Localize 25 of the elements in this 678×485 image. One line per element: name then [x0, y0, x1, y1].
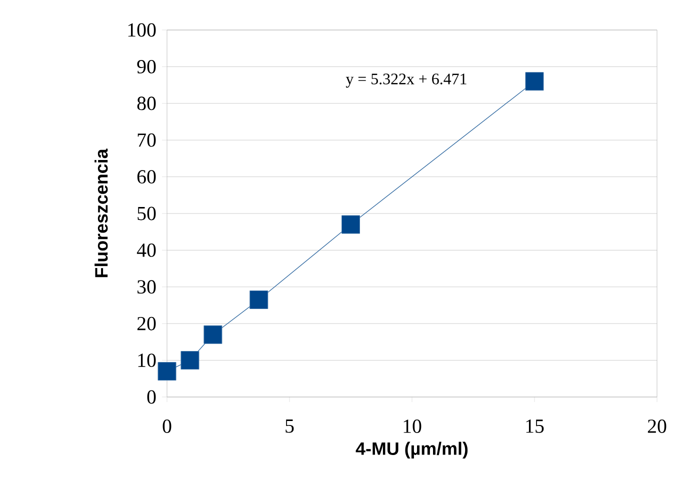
point	[180, 351, 200, 370]
y-tick-label: 40	[136, 243, 156, 257]
point	[342, 215, 360, 234]
y-tick-label: 60	[137, 170, 156, 184]
point	[158, 362, 176, 381]
y-tick-label: 80	[137, 96, 156, 110]
y-axis-title: Fluoreszcencia	[94, 148, 108, 278]
y-tick-label: 10	[138, 354, 156, 368]
x-axis-title: 4-MU (µm/ml)	[356, 442, 468, 459]
x-tick-label: 20	[648, 420, 666, 433]
y-tick-label: 30	[138, 280, 156, 294]
point	[525, 72, 544, 91]
x-tick-label: 10	[404, 420, 422, 433]
y-tick-label: 100	[128, 23, 156, 37]
y-tick-label: 50	[138, 206, 156, 220]
x-tick-label: 0	[162, 420, 172, 433]
point	[250, 290, 268, 309]
x-tick-label: 5	[286, 420, 294, 433]
y-tick-label: 70	[138, 133, 156, 147]
x-tick-label: 15	[526, 420, 544, 433]
y-tick-label: 0	[147, 390, 156, 404]
y-tick-label: 90	[137, 60, 156, 74]
y-tick-label: 20	[137, 316, 156, 330]
annotation: y = 5.322x + 6.471	[346, 74, 466, 88]
point	[204, 325, 222, 344]
